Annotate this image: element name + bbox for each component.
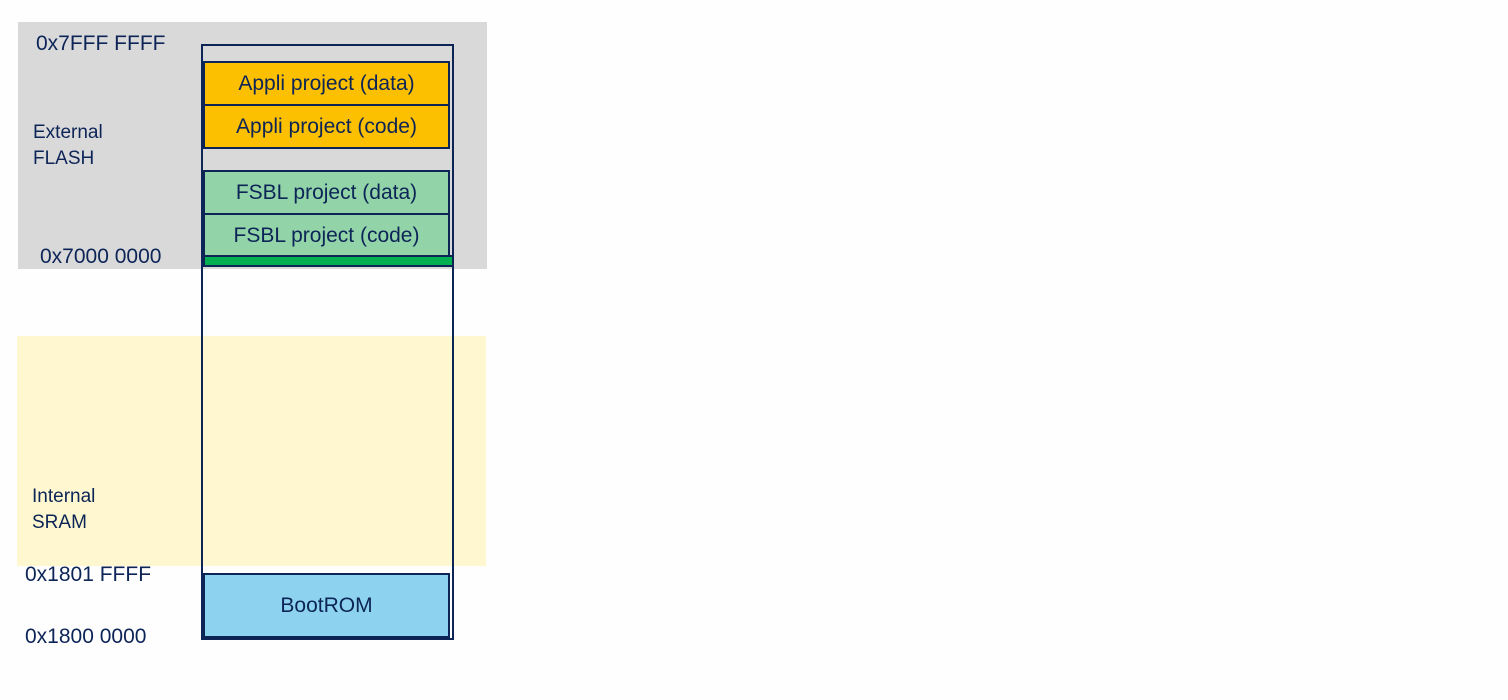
address-flash-top: 0x7FFF FFFF [36, 32, 166, 55]
address-bootrom-base: 0x1800 0000 [25, 625, 147, 648]
block-label: BootROM [280, 593, 373, 617]
fsbl-code-block: FSBL project (code) [203, 213, 450, 258]
block-label: Appli project (code) [236, 114, 417, 138]
bootrom-block: BootROM [203, 573, 450, 638]
internal-sram-label: Internal SRAM [32, 486, 96, 533]
block-label: Appli project (data) [238, 71, 415, 95]
internal-sram-region [17, 336, 486, 566]
external-flash-label: External FLASH [33, 122, 103, 169]
block-label: FSBL project (data) [235, 180, 418, 204]
fsbl-header-bar [203, 255, 454, 267]
address-sram-top: 0x1801 FFFF [25, 563, 152, 586]
block-label: FSBL project (code) [233, 223, 420, 247]
memory-map-column [201, 44, 454, 640]
appli-data-block: Appli project (data) [203, 61, 450, 106]
appli-code-block: Appli project (code) [203, 104, 450, 149]
fsbl-data-block: FSBL project (data) [203, 170, 450, 215]
address-flash-base: 0x7000 0000 [40, 245, 162, 268]
